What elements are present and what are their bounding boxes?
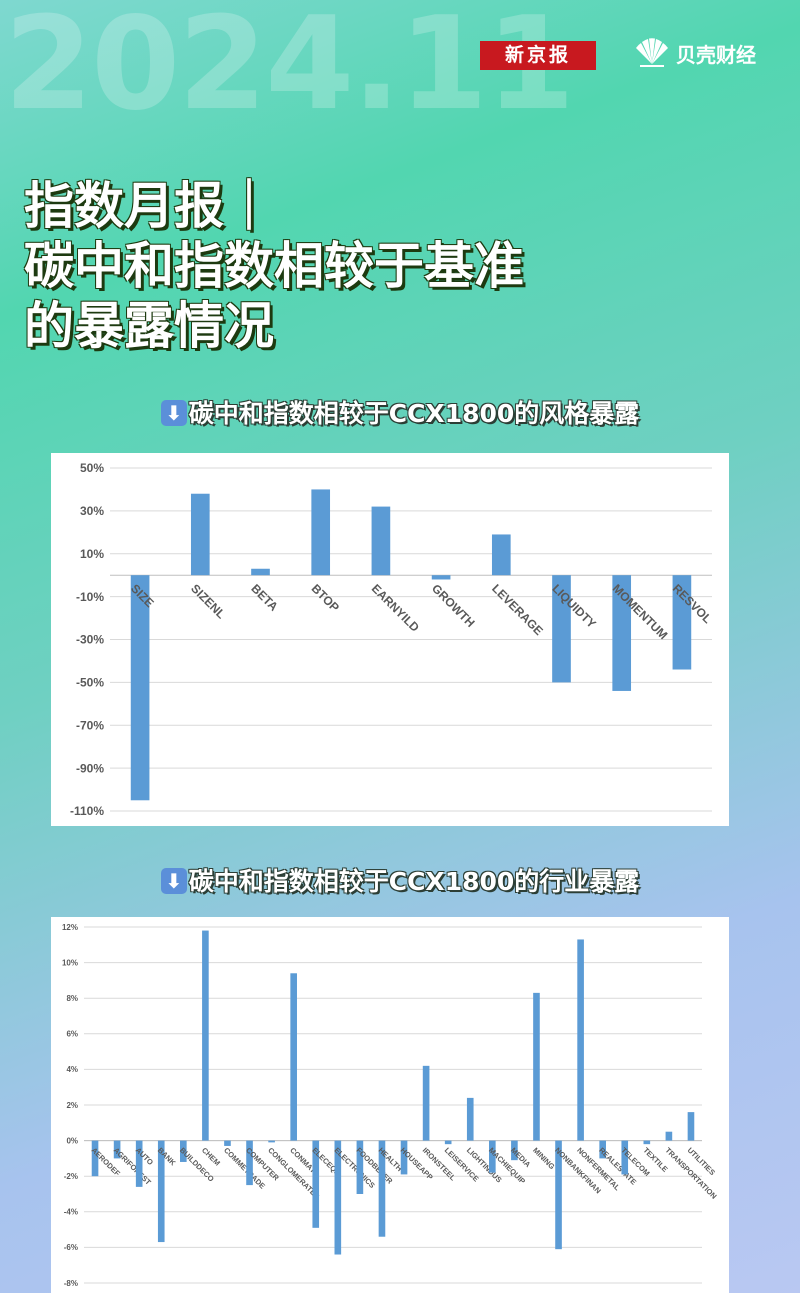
headline-line-1: 指数月报｜ bbox=[24, 177, 274, 235]
headline-line-3: 的暴露情况 bbox=[24, 297, 274, 355]
bar bbox=[555, 1140, 562, 1250]
y-tick-label: -70% bbox=[76, 718, 104, 732]
bar bbox=[157, 1140, 165, 1243]
y-tick-label: -8% bbox=[64, 1279, 78, 1288]
y-tick-label: 10% bbox=[80, 547, 104, 561]
y-tick-label: -4% bbox=[64, 1208, 78, 1217]
bar bbox=[643, 1140, 651, 1145]
page-headline: 指数月报｜ 碳中和指数相较于基准 的暴露情况 bbox=[24, 176, 524, 356]
bar bbox=[312, 1140, 320, 1228]
bar bbox=[533, 992, 540, 1141]
bar bbox=[378, 1140, 386, 1237]
bar bbox=[311, 489, 331, 576]
bar bbox=[672, 575, 692, 670]
bar bbox=[511, 1140, 518, 1161]
arrow-down-icon: ⬇ bbox=[160, 400, 187, 426]
xinjingbao-logo: 新京报 bbox=[480, 41, 596, 70]
y-tick-label: -90% bbox=[76, 761, 104, 775]
bar bbox=[135, 1140, 143, 1187]
x-category-label: SIZENL bbox=[188, 581, 228, 621]
style-exposure-title-text: 碳中和指数相较于CCX1800的风格暴露 bbox=[188, 399, 640, 428]
y-tick-label: 50% bbox=[80, 461, 104, 475]
industry-exposure-title: ⬇ 碳中和指数相较于CCX1800的行业暴露 bbox=[0, 862, 800, 898]
bar bbox=[444, 1140, 452, 1145]
headline-line-2: 碳中和指数相较于基准 bbox=[24, 237, 524, 295]
bar bbox=[599, 1140, 606, 1159]
bar bbox=[422, 1065, 430, 1141]
bar bbox=[356, 1140, 364, 1194]
bar bbox=[489, 1140, 496, 1173]
x-category-label: LEVERAGE bbox=[489, 581, 546, 638]
bar bbox=[91, 1140, 99, 1177]
y-tick-label: 0% bbox=[66, 1136, 78, 1145]
y-tick-label: 12% bbox=[62, 923, 78, 932]
x-category-label: EARNYILD bbox=[369, 581, 423, 635]
style-exposure-title: ⬇ 碳中和指数相较于CCX1800的风格暴露 bbox=[0, 394, 800, 430]
bar bbox=[246, 1140, 253, 1186]
industry-exposure-chart: 12% 10% 8% 6% 4% 2% 0% -2% -4% -6% -8% AERODEF AGRIF… bbox=[51, 917, 729, 1293]
y-tick-label: -30% bbox=[76, 633, 104, 647]
y-tick-label: -2% bbox=[64, 1172, 78, 1181]
y-tick-label: -6% bbox=[64, 1243, 78, 1252]
bar bbox=[552, 575, 571, 683]
bar bbox=[431, 575, 451, 580]
y-tick-label: 4% bbox=[66, 1065, 78, 1074]
x-category-label: BTOP bbox=[309, 581, 342, 614]
bar bbox=[466, 1097, 474, 1141]
bar bbox=[612, 575, 632, 691]
shell-icon bbox=[636, 38, 668, 67]
y-tick-label: 2% bbox=[66, 1101, 78, 1110]
bar bbox=[665, 1131, 673, 1141]
industry-exposure-title-text: 碳中和指数相较于CCX1800的行业暴露 bbox=[188, 867, 640, 896]
bar bbox=[491, 534, 511, 576]
x-category-label: BETA bbox=[248, 581, 281, 614]
y-tick-label: 10% bbox=[62, 958, 78, 967]
bar bbox=[190, 493, 210, 576]
bar bbox=[268, 1140, 275, 1143]
y-tick-label: -10% bbox=[76, 590, 104, 604]
x-category-label: MINING bbox=[531, 1146, 557, 1172]
bar bbox=[113, 1140, 121, 1159]
style-exposure-chart-svg: 50%30%10%-10%-30%-50%-70%-90%-110%SIZE SI… bbox=[70, 461, 715, 818]
y-tick-label: -110% bbox=[70, 804, 104, 818]
bar bbox=[130, 575, 150, 801]
bar bbox=[251, 568, 270, 576]
bar bbox=[334, 1140, 342, 1255]
bar bbox=[202, 930, 209, 1141]
bar bbox=[687, 1112, 695, 1141]
y-tick-label: 30% bbox=[80, 504, 104, 518]
x-category-label: GROWTH bbox=[429, 581, 478, 630]
style-exposure-chart: 50% 30% 10% -10% -30% -50% -70% -90% -110% SIZE SI… bbox=[51, 453, 729, 826]
bar bbox=[621, 1140, 629, 1175]
y-tick-label: 6% bbox=[66, 1030, 78, 1039]
background-date: 2024.11 bbox=[4, 0, 575, 139]
beike-caijing-text: 贝壳财经 bbox=[676, 42, 756, 67]
y-tick-label: -50% bbox=[76, 676, 104, 690]
bar bbox=[400, 1140, 408, 1175]
bar bbox=[577, 939, 584, 1141]
industry-exposure-chart-svg: 12%10%8%6%4%2%0%-2%-4%-6%-8%AERODEFAGRIF… bbox=[62, 923, 719, 1288]
bar bbox=[180, 1140, 187, 1162]
bar bbox=[371, 506, 391, 576]
beike-caijing-logo: 贝壳财经 bbox=[632, 36, 756, 70]
bar bbox=[290, 973, 297, 1141]
bar bbox=[224, 1140, 231, 1146]
y-tick-label: 8% bbox=[66, 994, 78, 1003]
arrow-down-icon: ⬇ bbox=[160, 868, 187, 894]
